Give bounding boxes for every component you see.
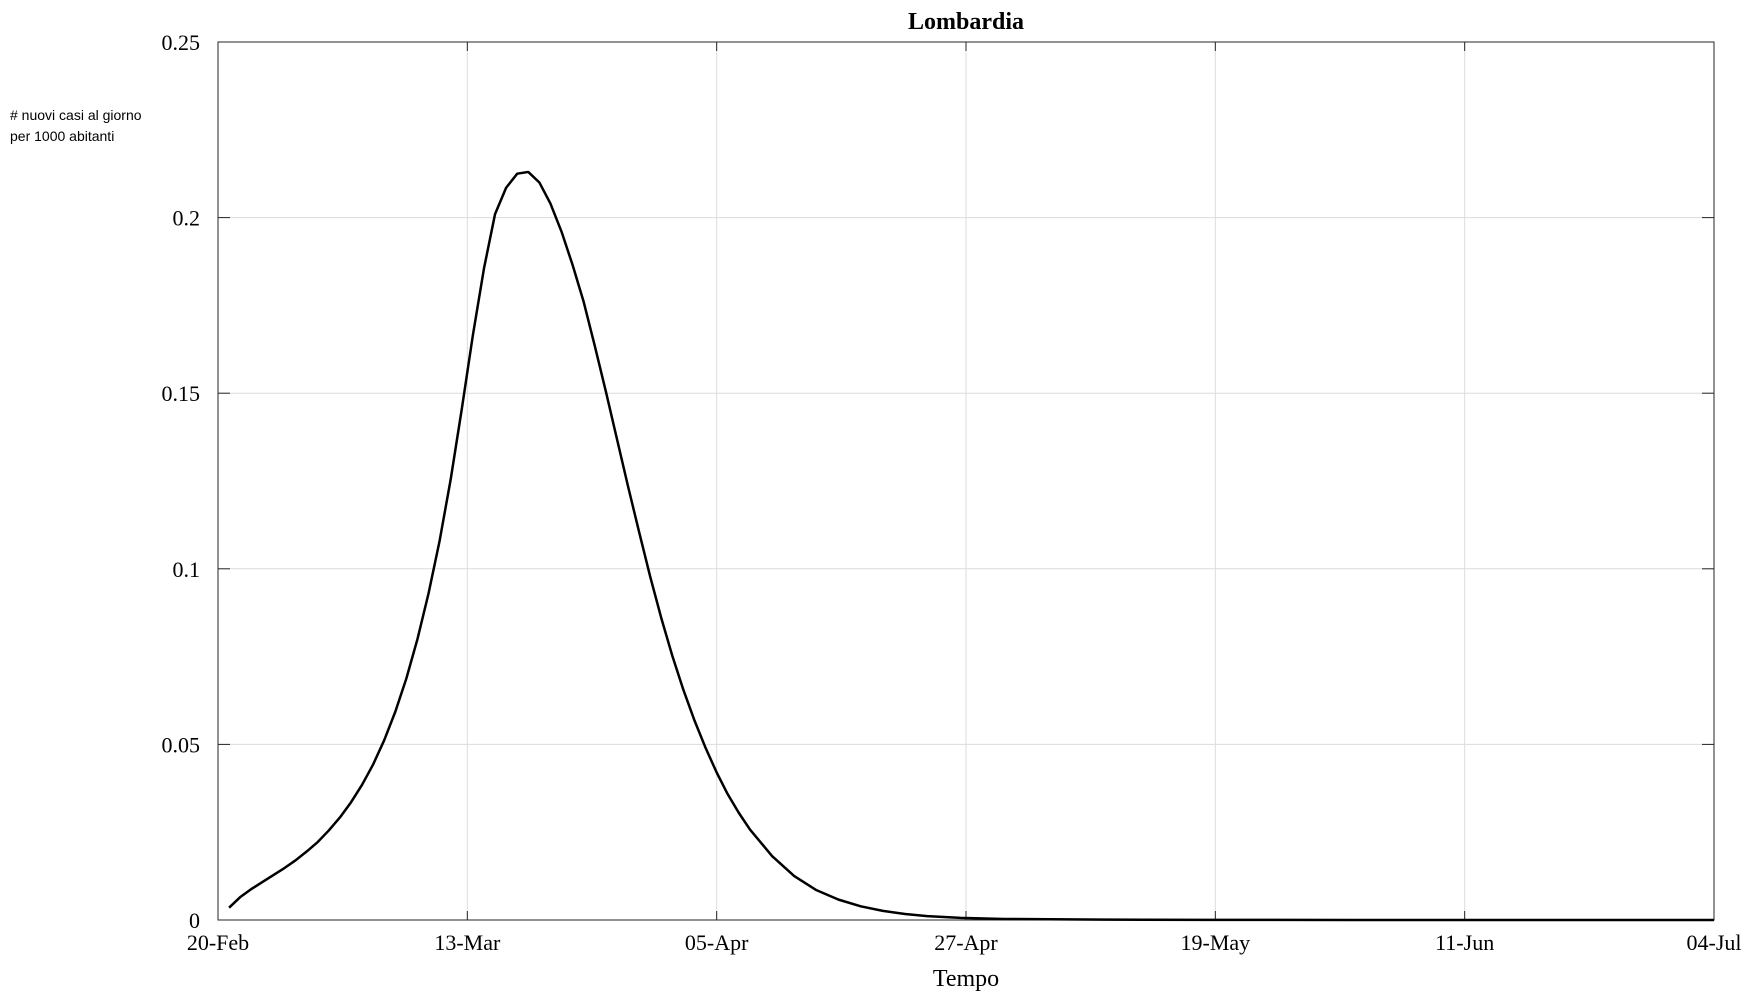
y-tick-label: 0: [189, 908, 200, 933]
x-tick-label: 19-May: [1181, 930, 1251, 955]
y-tick-labels: 0 0.05 0.1 0.15 0.2 0.25: [162, 30, 201, 933]
series-line-0: [228, 170, 1714, 922]
chart-title: Lombardia: [908, 9, 1024, 35]
series-layer: [228, 170, 1714, 922]
grid-lines: [218, 42, 1714, 920]
x-tick-label: 05-Apr: [685, 930, 749, 955]
x-tick-label: 20-Feb: [187, 930, 249, 955]
x-tick-label: 04-Jul: [1687, 930, 1742, 955]
x-tick-label: 27-Apr: [934, 930, 998, 955]
y-axis-label-line-2: per 1000 abitanti: [10, 128, 114, 144]
x-axis-label: Tempo: [933, 966, 999, 992]
x-tick-labels: 20-Feb 13-Mar 05-Apr 27-Apr 19-May 11-Jun 04-J…: [187, 930, 1742, 955]
x-tick-label: 13-Mar: [434, 930, 501, 955]
y-tick-label: 0.25: [162, 30, 201, 55]
y-tick-label: 0.1: [173, 557, 201, 582]
y-axis-label-line-1: # nuovi casi al giorno: [10, 107, 142, 123]
axis-ticks: [217, 41, 1715, 921]
y-tick-label: 0.2: [173, 206, 201, 231]
y-tick-label: 0.05: [162, 732, 201, 757]
x-tick-label: 11-Jun: [1435, 930, 1494, 955]
y-tick-label: 0.15: [162, 381, 201, 406]
